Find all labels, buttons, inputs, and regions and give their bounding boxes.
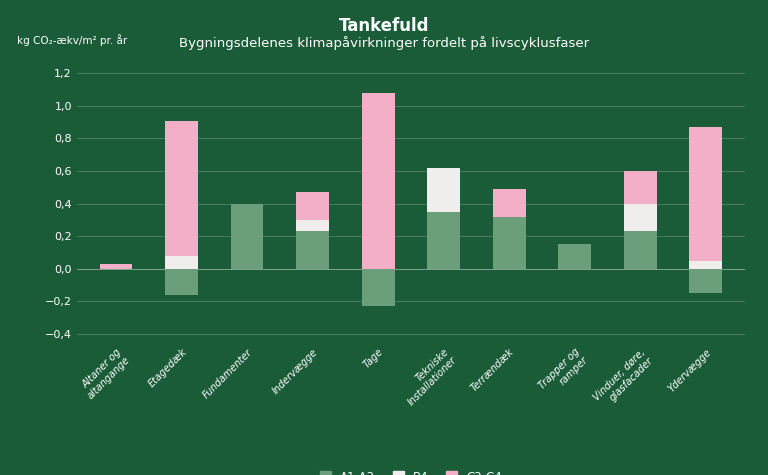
Bar (100, 264, 133, 269)
Text: Bygningsdelenes klimapåvirkninger fordelt på livscyklusfaser: Bygningsdelenes klimapåvirkninger fordel… (179, 36, 589, 49)
Bar (558, 244, 591, 269)
Bar (165, 256, 198, 269)
Bar (690, 261, 722, 269)
Bar (690, 127, 722, 261)
Bar (165, 121, 198, 256)
Bar (427, 168, 460, 212)
Bar (362, 269, 395, 306)
Bar (624, 171, 657, 204)
Bar (493, 217, 525, 269)
Bar (296, 192, 329, 220)
Bar (362, 93, 395, 269)
Bar (296, 231, 329, 269)
Bar (690, 269, 722, 293)
Text: Tankefuld: Tankefuld (339, 17, 429, 35)
Bar (427, 212, 460, 269)
Bar (624, 204, 657, 231)
Legend: A1-A3, B4, C3-C4: A1-A3, B4, C3-C4 (320, 471, 502, 475)
Bar (296, 220, 329, 231)
Text: kg CO₂-ækv/m² pr. år: kg CO₂-ækv/m² pr. år (17, 34, 127, 46)
Bar (624, 231, 657, 269)
Bar (493, 189, 525, 217)
Bar (165, 269, 198, 295)
Bar (230, 204, 263, 269)
